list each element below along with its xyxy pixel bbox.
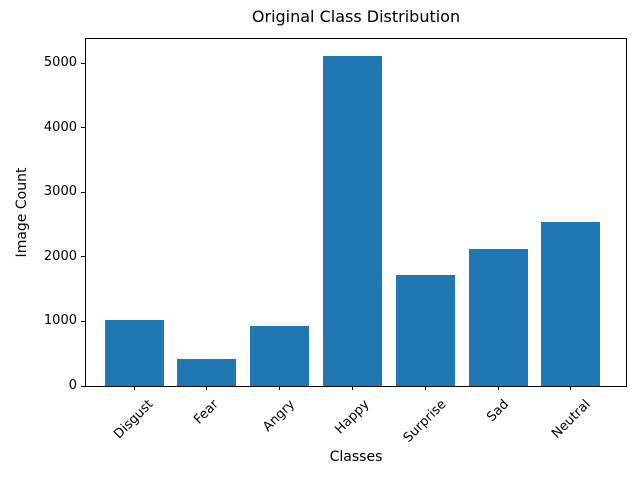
x-axis-label: Classes — [329, 449, 383, 465]
bar-surprise — [395, 275, 455, 386]
bar-fear — [177, 358, 237, 386]
y-tick-label: 1000 — [43, 313, 77, 329]
x-tick-mark — [570, 386, 572, 390]
bar-happy — [322, 55, 382, 386]
x-tick-label: Surprise — [401, 397, 450, 446]
bar-angry — [250, 325, 310, 386]
x-tick-label: Neutral — [548, 397, 594, 442]
x-tick-mark — [497, 386, 499, 390]
chart-title: Original Class Distribution — [251, 7, 461, 26]
x-tick-mark — [279, 386, 281, 390]
y-tick-label: 4000 — [43, 119, 77, 135]
y-tick-mark — [81, 385, 85, 387]
x-tick-label: Angry — [260, 397, 299, 435]
y-tick-label: 3000 — [43, 184, 77, 200]
x-tick-mark — [351, 386, 353, 390]
y-tick-label: 0 — [68, 378, 77, 393]
plot-area: 0 1000 2000 3000 4000 5000 Disgust Fear Angry Hap… — [44, 38, 627, 446]
y-tick-mark — [81, 127, 85, 129]
y-axis-label: Image Count — [14, 167, 30, 258]
x-tick-label: Disgust — [111, 397, 157, 443]
x-tick-label: Sad — [484, 397, 512, 425]
y-tick-label: 5000 — [43, 55, 77, 71]
y-tick-label: 2000 — [43, 248, 77, 264]
y-tick-mark — [81, 256, 85, 258]
x-tick-mark — [424, 386, 426, 390]
x-tick-mark — [206, 386, 208, 390]
y-tick-mark — [81, 191, 85, 193]
bar-neutral — [541, 222, 601, 386]
y-tick-mark — [81, 62, 85, 64]
x-tick-mark — [133, 386, 135, 390]
bar-sad — [468, 248, 528, 386]
x-tick-label: Happy — [332, 397, 373, 438]
y-tick-mark — [81, 320, 85, 322]
x-tick-label: Fear — [191, 397, 223, 428]
bar-disgust — [104, 320, 164, 386]
